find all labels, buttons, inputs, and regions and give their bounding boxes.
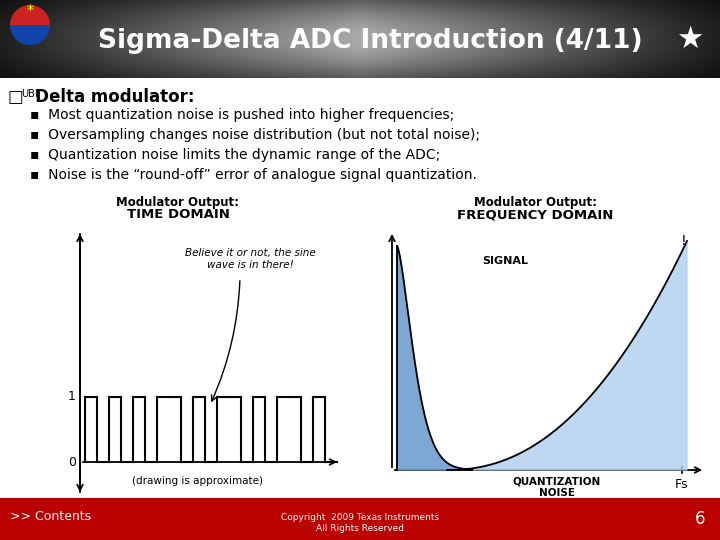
Text: *: *: [27, 3, 34, 17]
Text: 1: 1: [68, 390, 76, 403]
Polygon shape: [397, 246, 472, 470]
Text: □  Delta modulator:: □ Delta modulator:: [8, 88, 194, 106]
Text: !: !: [681, 234, 687, 248]
Text: ▪  Most quantization noise is pushed into higher frequencies;: ▪ Most quantization noise is pushed into…: [30, 108, 454, 122]
Text: Believe it or not, the sine
wave is in there!: Believe it or not, the sine wave is in t…: [184, 248, 315, 269]
Text: ▪  Noise is the “round-off” error of analogue signal quantization.: ▪ Noise is the “round-off” error of anal…: [30, 168, 477, 182]
Wedge shape: [10, 5, 50, 25]
Text: Copyright  2009 Texas Instruments
All Rights Reserved

www.msp430.ubi.pt: Copyright 2009 Texas Instruments All Rig…: [281, 512, 439, 540]
Text: FREQUENCY DOMAIN: FREQUENCY DOMAIN: [456, 208, 613, 221]
Text: >> Contents: >> Contents: [10, 510, 91, 523]
Text: TIME DOMAIN: TIME DOMAIN: [127, 208, 230, 221]
Text: UBI: UBI: [22, 89, 38, 99]
Bar: [4, 4, 56, 62]
Polygon shape: [447, 241, 687, 470]
Text: Sigma-Delta ADC Introduction (4/11): Sigma-Delta ADC Introduction (4/11): [98, 28, 642, 53]
Text: (drawing is approximate): (drawing is approximate): [132, 476, 264, 486]
Text: 6: 6: [695, 510, 706, 528]
Wedge shape: [10, 25, 50, 45]
Text: SIGNAL: SIGNAL: [482, 256, 528, 266]
Text: Modulator Output:: Modulator Output:: [117, 196, 240, 209]
Text: Modulator Output:: Modulator Output:: [474, 196, 596, 209]
Text: ▪  Oversampling changes noise distribution (but not total noise);: ▪ Oversampling changes noise distributio…: [30, 128, 480, 142]
Text: ▪  Quantization noise limits the dynamic range of the ADC;: ▪ Quantization noise limits the dynamic …: [30, 148, 440, 162]
Bar: [0, 498, 720, 540]
Text: 0: 0: [68, 456, 76, 469]
Text: ★: ★: [676, 24, 703, 53]
Text: Fs: Fs: [675, 478, 689, 491]
Text: QUANTIZATION
NOISE: QUANTIZATION NOISE: [513, 476, 601, 498]
